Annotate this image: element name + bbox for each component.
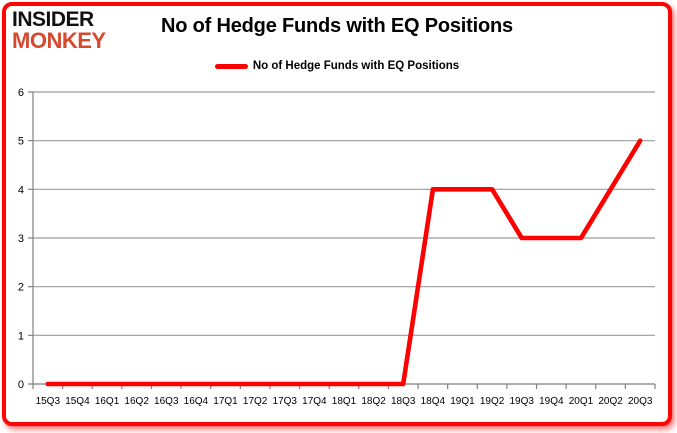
y-tick-label: 0 [18,379,24,391]
legend-line-swatch [214,63,248,69]
x-tick-labels: 15Q3 15Q4 16Q1 16Q2 16Q3 16Q4 17Q1 17Q2 17Q3 17Q4… [36,396,653,407]
x-tick-label: 19Q4 [539,396,564,407]
x-tick-label: 20Q1 [569,396,594,407]
x-tick-label: 19Q2 [480,396,505,407]
logo-line-monkey: MONKEY [12,28,106,53]
logo-line-insider: INSIDER [12,8,94,31]
series-line [45,138,643,387]
chart-card: INSIDER MONKEY No of Hedge Funds with EQ… [2,2,672,426]
x-tick-label: 18Q3 [391,396,416,407]
x-tick-label: 18Q1 [332,396,357,407]
axes [28,91,656,389]
chart-title: No of Hedge Funds with EQ Positions [161,15,513,37]
y-tick-label: 6 [18,87,24,99]
y-tick-label: 1 [18,330,24,342]
x-tick-label: 16Q4 [184,396,209,407]
y-tick-label: 2 [18,282,24,294]
x-tick-label: 16Q3 [154,396,179,407]
x-tick-label: 20Q2 [598,396,623,407]
y-tick-label: 5 [18,136,24,148]
y-tick-labels: 0 1 2 3 4 5 6 [18,87,24,391]
x-tick-label: 19Q1 [450,396,475,407]
x-tick-label: 16Q2 [124,396,149,407]
x-tick-label: 17Q1 [213,396,238,407]
x-tick-label: 15Q3 [36,396,61,407]
insider-monkey-logo: INSIDER MONKEY [12,8,106,53]
y-gridlines [33,91,655,336]
x-tick-label: 20Q3 [628,396,653,407]
y-tick-label: 4 [18,184,24,196]
chart-legend: No of Hedge Funds with EQ Positions [6,60,668,72]
x-tick-label: 17Q3 [273,396,298,407]
x-tick-label: 19Q3 [509,396,534,407]
x-tick-label: 15Q4 [65,396,90,407]
x-tick-label: 18Q2 [361,396,386,407]
legend-label: No of Hedge Funds with EQ Positions [252,60,460,72]
x-tick-label: 18Q4 [421,396,446,407]
x-tick-label: 16Q1 [95,396,120,407]
x-tick-label: 17Q2 [243,396,268,407]
x-tick-label: 17Q4 [302,396,327,407]
y-tick-label: 3 [18,233,24,245]
